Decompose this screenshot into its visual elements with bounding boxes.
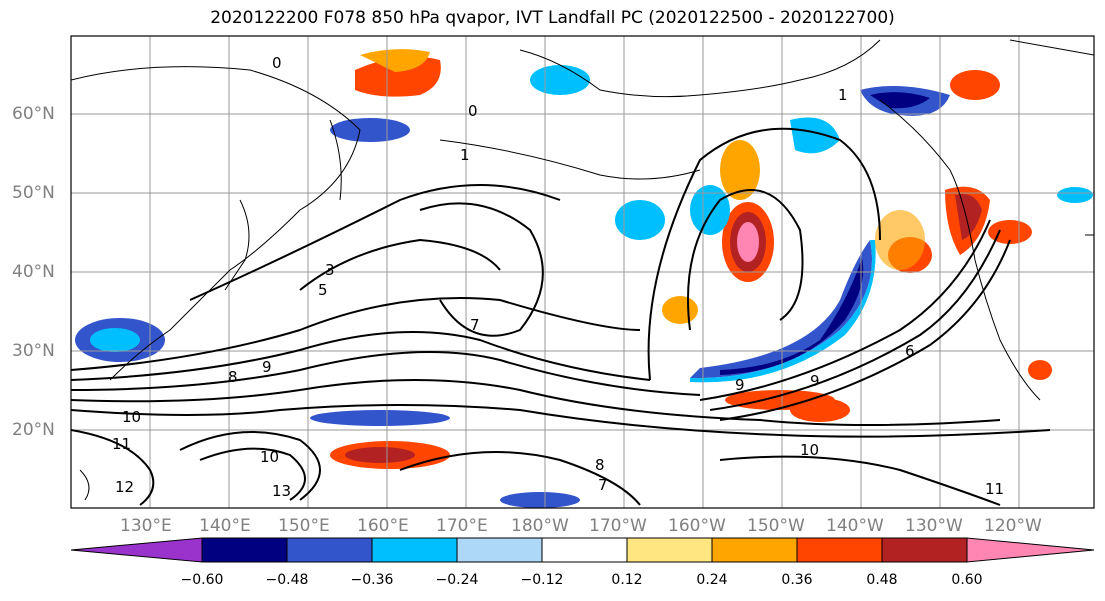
- lon-label-150w: 150°W: [747, 516, 805, 536]
- colorbar-segment: [286, 537, 373, 563]
- lon-label-170w: 170°W: [589, 516, 647, 536]
- contour-label: 8: [228, 368, 238, 386]
- contour-label: 9: [810, 372, 820, 390]
- colorbar-tick-label: −0.48: [265, 572, 309, 588]
- contour-label: 11: [985, 480, 1004, 498]
- lon-label-130w: 130°W: [905, 516, 963, 536]
- contour-label: 8: [595, 456, 605, 474]
- lat-label-40n: 40°N: [12, 262, 55, 282]
- lon-label-140e: 140°E: [199, 516, 251, 536]
- colorbar-segment: [966, 537, 1095, 563]
- contour-label: 5: [318, 281, 328, 299]
- anomaly-fill-layer: [75, 49, 1093, 508]
- colorbar-tick-label: −0.60: [180, 572, 224, 588]
- colorbar-segment: [70, 537, 203, 563]
- colorbar-segment: [456, 537, 543, 563]
- lon-label-170e: 170°E: [436, 516, 488, 536]
- colorbar-tick-label: 0.48: [866, 572, 898, 588]
- colorbar-segment: [626, 537, 713, 563]
- contour-label: 9: [262, 358, 272, 376]
- lon-label-130e: 130°E: [120, 516, 172, 536]
- lon-label-140w: 140°W: [826, 516, 884, 536]
- contour-label: 11: [112, 435, 131, 453]
- contour-label: 1: [460, 146, 470, 164]
- contour-label: 12: [115, 478, 134, 496]
- colorbar-tick-label: 0.60: [951, 572, 983, 588]
- colorbar-tick-label: −0.36: [350, 572, 394, 588]
- contour-label: 1: [838, 86, 848, 104]
- lat-label-20n: 20°N: [12, 420, 55, 440]
- contour-label: 3: [325, 261, 335, 279]
- colorbar-segment: [711, 537, 798, 563]
- graticule: [71, 36, 1094, 508]
- colorbar-tick-label: −0.24: [435, 572, 479, 588]
- lon-label-150e: 150°E: [278, 516, 330, 536]
- contour-label: 9: [735, 376, 745, 394]
- colorbar-tick-label: 0.12: [611, 572, 643, 588]
- colorbar-segment: [881, 537, 968, 563]
- contour-label: 6: [905, 342, 915, 360]
- ivt-contours: [71, 127, 1051, 506]
- colorbar-tick-label: 0.36: [781, 572, 813, 588]
- colorbar-segment: [371, 537, 458, 563]
- contour-labels: 0 0 1 1 3 5 7 8 9 9 10 10 11 12 13 6 7 8…: [112, 54, 1004, 500]
- contour-label: 7: [470, 316, 480, 334]
- colorbar-tick-label: 0.24: [696, 572, 728, 588]
- contour-label: 10: [122, 408, 141, 426]
- contour-label: 10: [260, 448, 279, 466]
- colorbar-segment: [796, 537, 883, 563]
- coastlines: [71, 39, 1094, 501]
- contour-label: 0: [468, 102, 478, 120]
- lon-label-180w: 180°W: [511, 516, 569, 536]
- lat-label-60n: 60°N: [12, 104, 55, 124]
- contour-label: 13: [272, 482, 291, 500]
- contour-label: 10: [800, 441, 819, 459]
- lat-label-50n: 50°N: [12, 183, 55, 203]
- contour-label: 7: [598, 476, 608, 494]
- map-title: 2020122200 F078 850 hPa qvapor, IVT Land…: [210, 8, 895, 28]
- lon-label-160w: 160°W: [668, 516, 726, 536]
- lat-label-30n: 30°N: [12, 341, 55, 361]
- lon-label-120w: 120°W: [984, 516, 1042, 536]
- colorbar-tick-label: −0.12: [520, 572, 564, 588]
- lon-label-160e: 160°E: [357, 516, 409, 536]
- colorbar-segment: [201, 537, 288, 563]
- contour-label: 0: [272, 54, 282, 72]
- colorbar: [70, 537, 1095, 563]
- colorbar-segment: [541, 537, 628, 563]
